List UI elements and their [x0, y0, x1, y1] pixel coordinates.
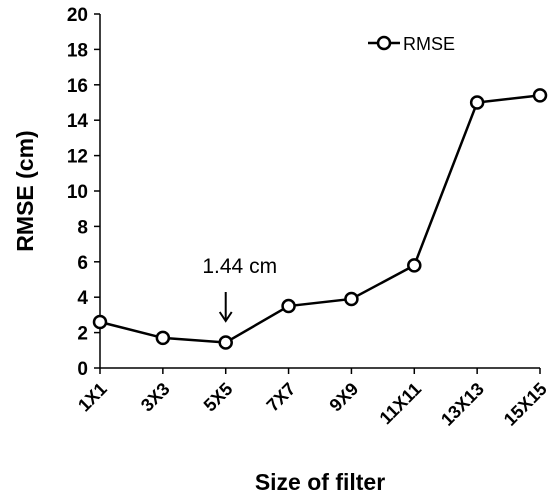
x-tick-label: 1X1	[74, 379, 111, 416]
y-tick-label: 8	[77, 217, 88, 238]
x-tick-label: 9X9	[325, 379, 362, 416]
y-tick-label: 2	[77, 324, 88, 345]
y-tick-label: 14	[67, 111, 89, 132]
x-axis-ticks: 1X1 3X3 5X5 7X7 9X9 11X11 13X13 15X15	[74, 368, 550, 430]
x-tick-label: 7X7	[263, 379, 300, 416]
y-axis-title: RMSE (cm)	[12, 130, 38, 251]
y-tick-label: 18	[67, 40, 88, 61]
x-tick-label: 11X11	[376, 379, 426, 429]
y-tick-label: 4	[77, 288, 88, 309]
legend: RMSE	[368, 34, 455, 54]
x-tick-label: 15X15	[500, 379, 550, 430]
rmse-data-points	[92, 88, 548, 350]
data-point	[92, 314, 108, 330]
data-point	[469, 95, 485, 110]
legend-marker	[376, 35, 392, 51]
y-tick-label: 10	[67, 182, 88, 203]
x-axis-title: Size of filter	[255, 469, 385, 495]
y-tick-label: 6	[77, 253, 88, 274]
data-point	[281, 298, 296, 314]
data-point	[155, 330, 171, 346]
x-tick-label: 3X3	[137, 379, 174, 416]
rmse-series-line	[99, 94, 541, 344]
data-point	[218, 335, 233, 350]
annotation-arrow-icon	[218, 292, 233, 323]
y-tick-label: 16	[67, 76, 88, 97]
x-tick-label: 5X5	[200, 379, 237, 416]
data-point	[532, 88, 548, 103]
annotation-min-rmse: 1.44 cm	[202, 255, 277, 278]
x-tick-label: 13X13	[437, 379, 488, 430]
y-tick-label: 20	[67, 5, 88, 26]
y-tick-label: 12	[67, 147, 88, 168]
data-point	[344, 291, 359, 307]
y-axis-ticks: 0 2 4 6 8 10 12 14 16 18 20	[67, 5, 100, 380]
data-point	[407, 258, 422, 273]
legend-label-rmse: RMSE	[403, 34, 455, 54]
y-tick-label: 0	[77, 359, 88, 380]
